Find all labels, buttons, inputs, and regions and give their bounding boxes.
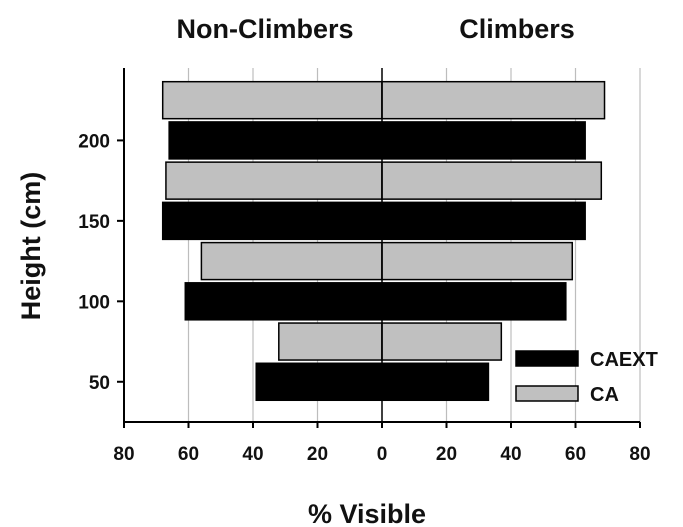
x-tick-labels: 80 60 40 20 0 20 40 60 80 xyxy=(113,422,651,465)
legend-label-ca: CA xyxy=(590,384,619,406)
bar-non-climbers-ca-75 xyxy=(278,322,383,361)
bar-non-climbers-caext-100 xyxy=(184,282,383,321)
bar-non-climbers-ca-175 xyxy=(165,161,383,200)
legend-swatch-caext xyxy=(515,350,579,367)
panel-title-non-climbers: Non-Climbers xyxy=(176,14,353,44)
legend-swatch-ca xyxy=(515,385,579,402)
y-axis-title: Height (cm) xyxy=(16,172,46,321)
y-tick-label: 100 xyxy=(78,292,110,313)
x-tick-label: 60 xyxy=(178,444,199,465)
bar-climbers-ca-175 xyxy=(381,161,603,200)
y-tick-label: 150 xyxy=(78,212,110,233)
y-tick-labels: 50 100 150 200 xyxy=(78,131,124,394)
y-tick-label: 200 xyxy=(78,131,110,152)
bar-climbers-ca-125 xyxy=(381,241,574,281)
bar-non-climbers-caext-150 xyxy=(161,201,383,241)
legend-label-caext: CAEXT xyxy=(590,349,658,371)
bar-climbers-caext-200 xyxy=(381,121,586,160)
bar-climbers-caext-100 xyxy=(381,282,567,321)
bar-climbers-caext-50 xyxy=(381,362,490,402)
x-tick-label: 20 xyxy=(307,444,328,465)
x-tick-label: 80 xyxy=(629,444,650,465)
x-tick-label: 40 xyxy=(242,444,263,465)
x-tick-label: 80 xyxy=(113,444,134,465)
bar-non-climbers-caext-50 xyxy=(255,362,383,402)
bar-non-climbers-ca-225 xyxy=(161,80,383,120)
bar-non-climbers-ca-125 xyxy=(200,241,383,281)
bar-climbers-ca-225 xyxy=(381,80,606,120)
x-tick-label: 60 xyxy=(565,444,586,465)
bar-climbers-caext-150 xyxy=(381,201,586,241)
x-tick-label: 20 xyxy=(436,444,457,465)
x-tick-label: 40 xyxy=(500,444,521,465)
x-tick-label: 0 xyxy=(377,444,388,465)
bars xyxy=(161,80,606,402)
panel-title-climbers: Climbers xyxy=(459,14,575,44)
y-tick-label: 50 xyxy=(89,373,110,394)
legend: CAEXT CA xyxy=(515,349,658,406)
bar-climbers-ca-75 xyxy=(381,322,503,361)
x-axis-title: % Visible xyxy=(308,499,426,527)
bar-non-climbers-caext-200 xyxy=(168,121,383,160)
